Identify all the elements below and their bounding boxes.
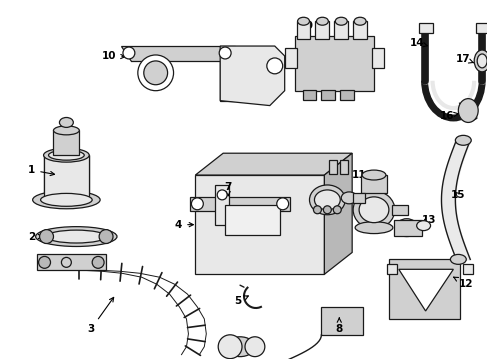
Circle shape [323, 206, 331, 214]
Ellipse shape [352, 191, 394, 229]
Bar [296, 21, 310, 39]
Text: 17: 17 [455, 54, 472, 64]
Bar [294, 36, 373, 91]
Ellipse shape [60, 117, 73, 127]
Text: 8: 8 [335, 318, 342, 334]
Circle shape [191, 198, 203, 210]
Bar [393, 220, 421, 235]
Text: 13: 13 [421, 215, 435, 225]
Ellipse shape [473, 50, 488, 72]
Bar [340, 90, 353, 100]
Ellipse shape [53, 126, 79, 135]
Circle shape [217, 190, 226, 200]
Text: 15: 15 [450, 190, 465, 200]
Text: 11: 11 [351, 170, 366, 184]
Text: 3: 3 [87, 297, 113, 334]
Text: 10: 10 [102, 51, 124, 61]
Ellipse shape [297, 17, 309, 25]
Ellipse shape [341, 192, 356, 204]
Bar [321, 90, 335, 100]
Polygon shape [121, 46, 235, 100]
Ellipse shape [449, 255, 466, 264]
Text: 16: 16 [439, 111, 457, 121]
Circle shape [219, 47, 231, 59]
Ellipse shape [395, 219, 417, 237]
Ellipse shape [454, 135, 470, 145]
Ellipse shape [36, 227, 117, 247]
Circle shape [40, 230, 53, 243]
Circle shape [99, 230, 113, 243]
Ellipse shape [361, 170, 385, 180]
Bar [340, 160, 347, 174]
Text: 5: 5 [234, 296, 248, 306]
Circle shape [122, 47, 135, 59]
Bar [371, 48, 383, 68]
Bar [386, 264, 396, 274]
Bar [321, 307, 362, 335]
Bar [388, 260, 459, 319]
Text: 1: 1 [28, 165, 54, 176]
Ellipse shape [48, 150, 84, 160]
Ellipse shape [224, 337, 254, 357]
Ellipse shape [353, 17, 366, 25]
Circle shape [244, 337, 264, 357]
Bar [315, 21, 328, 39]
Bar [43, 155, 89, 200]
Ellipse shape [41, 193, 92, 206]
Bar [195, 175, 324, 274]
Text: 9: 9 [305, 21, 321, 34]
Ellipse shape [46, 230, 106, 243]
Bar [334, 21, 347, 39]
Circle shape [266, 58, 282, 74]
Ellipse shape [476, 54, 486, 68]
Bar [37, 255, 106, 270]
Bar [360, 175, 386, 193]
Bar [352, 21, 366, 39]
Circle shape [143, 61, 167, 85]
Circle shape [218, 335, 242, 359]
Polygon shape [398, 269, 452, 311]
Ellipse shape [314, 190, 340, 210]
Circle shape [39, 256, 50, 268]
Ellipse shape [33, 191, 100, 209]
Ellipse shape [316, 17, 327, 25]
Text: 12: 12 [453, 277, 472, 289]
Bar [190, 197, 289, 211]
Bar [302, 90, 316, 100]
Bar [418, 23, 432, 33]
Circle shape [92, 256, 104, 268]
Circle shape [138, 55, 173, 91]
Ellipse shape [354, 222, 392, 234]
Ellipse shape [309, 185, 345, 215]
Ellipse shape [358, 197, 388, 223]
Ellipse shape [43, 148, 89, 162]
Text: 2: 2 [28, 231, 42, 242]
Circle shape [313, 206, 321, 214]
Text: 6: 6 [345, 195, 358, 205]
Circle shape [333, 206, 341, 214]
Bar [462, 264, 472, 274]
Ellipse shape [335, 17, 346, 25]
Bar [284, 48, 296, 68]
Bar [352, 193, 365, 203]
Polygon shape [324, 153, 351, 274]
Polygon shape [220, 46, 284, 105]
Bar [215, 185, 229, 225]
Bar [224, 205, 279, 235]
Bar [391, 205, 407, 215]
Circle shape [276, 198, 288, 210]
Ellipse shape [416, 221, 429, 231]
Polygon shape [195, 153, 351, 175]
Text: 4: 4 [175, 220, 193, 230]
Text: 14: 14 [408, 38, 427, 48]
Circle shape [61, 257, 71, 267]
Bar [475, 23, 488, 33]
Bar [53, 130, 79, 155]
Text: 7: 7 [224, 182, 231, 195]
Ellipse shape [457, 99, 477, 122]
Bar [328, 160, 337, 174]
